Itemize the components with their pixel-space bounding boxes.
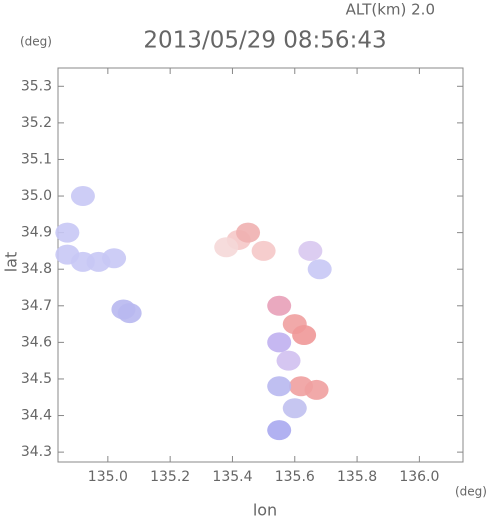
x-tick-label: 135.6 bbox=[275, 469, 315, 485]
y-tick-label: 35.0 bbox=[21, 188, 52, 204]
chart-title: 2013/05/29 08:56:43 bbox=[143, 28, 386, 54]
y-tick-label: 35.3 bbox=[21, 78, 52, 94]
echo-cluster bbox=[307, 259, 332, 280]
x-unit: (deg) bbox=[455, 485, 487, 499]
echo-cluster bbox=[304, 379, 329, 400]
echo-cluster bbox=[236, 222, 261, 243]
echo-cluster bbox=[111, 299, 136, 320]
y-tick-label: 34.3 bbox=[21, 444, 52, 460]
plot-frame bbox=[57, 67, 464, 463]
x-axis-label: lon bbox=[253, 501, 277, 520]
echo-cluster bbox=[102, 248, 127, 269]
x-tick-label: 135.4 bbox=[212, 469, 252, 485]
echo-cluster bbox=[267, 420, 292, 441]
echo-cluster bbox=[267, 295, 292, 316]
echo-cluster bbox=[251, 240, 276, 261]
y-tick-label: 34.4 bbox=[21, 408, 52, 424]
y-tick-label: 34.9 bbox=[21, 225, 52, 241]
y-tick-label: 34.8 bbox=[21, 261, 52, 277]
echo-cluster bbox=[282, 398, 307, 419]
altitude-label: ALT(km) 2.0 bbox=[346, 1, 435, 19]
echo-cluster bbox=[298, 240, 323, 261]
x-tick-label: 136.0 bbox=[399, 469, 439, 485]
x-tick-label: 135.8 bbox=[337, 469, 377, 485]
y-tick-label: 35.1 bbox=[21, 151, 52, 167]
echo-cluster bbox=[214, 237, 239, 258]
echo-cluster bbox=[70, 186, 95, 207]
y-tick-label: 35.2 bbox=[21, 115, 52, 131]
echo-cluster bbox=[267, 332, 292, 353]
echo-cluster bbox=[276, 350, 301, 371]
echo-cluster bbox=[55, 222, 80, 243]
x-tick-label: 135.0 bbox=[88, 469, 128, 485]
echo-cluster bbox=[267, 376, 292, 397]
y-axis-label: lat bbox=[2, 252, 21, 273]
y-tick-label: 34.5 bbox=[21, 371, 52, 387]
x-tick-label: 135.2 bbox=[150, 469, 190, 485]
y-tick-label: 34.6 bbox=[21, 334, 52, 350]
echo-cluster bbox=[292, 325, 317, 346]
y-unit: (deg) bbox=[20, 35, 52, 49]
y-tick-label: 34.7 bbox=[21, 298, 52, 314]
